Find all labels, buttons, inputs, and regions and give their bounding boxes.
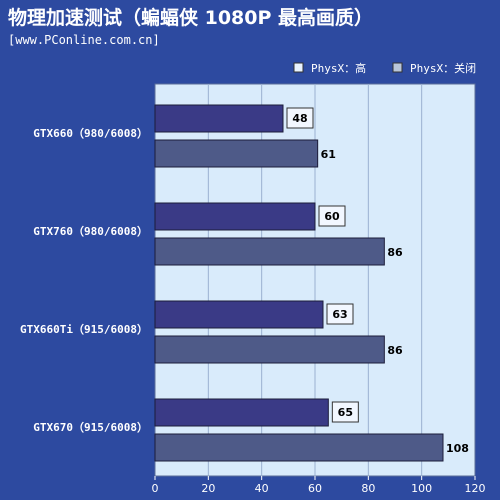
value-label: 60 <box>324 210 340 223</box>
x-tick-label: 40 <box>255 482 269 495</box>
bar-physx-off <box>154 139 319 168</box>
x-tick-label: 80 <box>361 482 375 495</box>
x-tick-label: 60 <box>308 482 322 495</box>
x-tick-label: 20 <box>201 482 215 495</box>
bar-physx-high <box>154 104 284 133</box>
bar-physx-off <box>154 237 385 266</box>
category-label: GTX660Ti（915/6008） <box>20 323 148 336</box>
value-label-box <box>331 401 359 423</box>
bar-physx-off <box>154 433 444 462</box>
category-label: GTX670（915/6008） <box>33 421 148 434</box>
legend-swatch-physx-high <box>293 62 304 73</box>
value-label: 108 <box>446 442 469 455</box>
x-tick-label: 0 <box>152 482 159 495</box>
source-label: [www.PConline.com.cn] <box>8 33 160 47</box>
bar-physx-high <box>154 300 324 329</box>
bars <box>154 104 444 462</box>
x-tick-label: 100 <box>411 482 432 495</box>
legend-label-physx-off: PhysX：关闭 <box>410 61 476 75</box>
chart-title: 物理加速测试（蝙蝠侠 1080P 最高画质） <box>8 6 373 29</box>
value-label-box <box>326 303 354 325</box>
legend-swatch-physx-off <box>392 62 403 73</box>
value-label: 61 <box>321 148 336 161</box>
category-label: GTX660（980/6008） <box>33 127 148 140</box>
legend-label-physx-high: PhysX：高 <box>311 61 366 75</box>
value-label: 86 <box>387 246 403 259</box>
bar-physx-high <box>154 398 329 427</box>
value-label: 65 <box>338 406 353 419</box>
value-label: 86 <box>387 344 403 357</box>
value-label: 63 <box>332 308 347 321</box>
bar-physx-off <box>154 335 385 364</box>
x-tick-label: 120 <box>465 482 486 495</box>
value-labels: 48 61 60 86 63 86 65 108 <box>286 107 469 455</box>
bar-physx-high <box>154 202 316 231</box>
category-labels: GTX660（980/6008） GTX760（980/6008） GTX660Ti… <box>20 127 148 434</box>
value-label-box <box>318 205 346 227</box>
x-axis-ticks: 0 20 40 60 80 100 120 <box>152 476 486 495</box>
value-label-box <box>286 107 314 129</box>
value-label: 48 <box>292 112 307 125</box>
category-label: GTX760（980/6008） <box>33 225 148 238</box>
